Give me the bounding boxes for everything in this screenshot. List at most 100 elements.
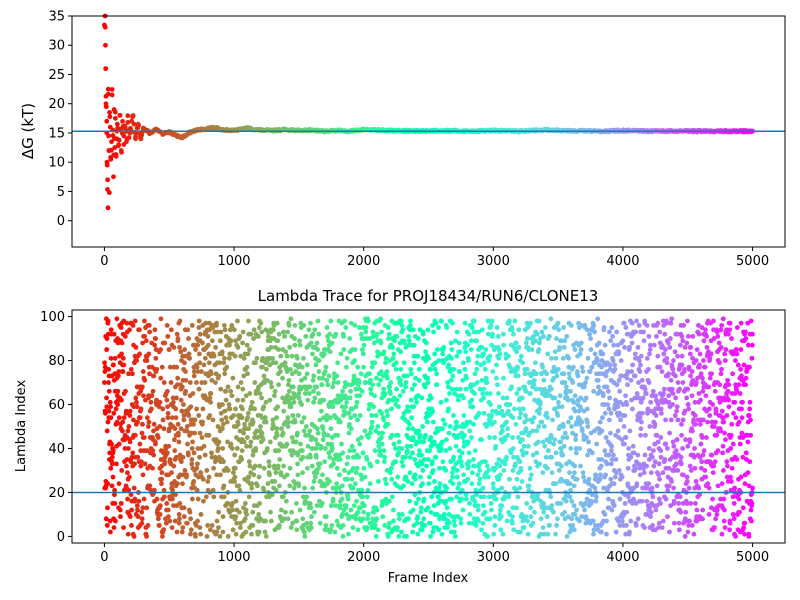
lambda-point — [513, 340, 519, 346]
lambda-point — [302, 534, 308, 539]
lambda-point — [592, 485, 598, 491]
lambda-point — [523, 413, 528, 418]
x-tick-label: 1000 — [217, 254, 250, 269]
lambda-point — [248, 404, 254, 410]
lambda-point — [730, 512, 736, 517]
lambda-point — [309, 514, 314, 520]
lambda-point — [316, 391, 321, 396]
lambda-point — [225, 439, 230, 445]
lambda-point — [188, 404, 194, 410]
lambda-point — [447, 391, 452, 396]
lambda-point — [211, 465, 217, 471]
lambda-point — [327, 454, 333, 460]
lambda-point — [378, 340, 384, 346]
lambda-point — [341, 468, 347, 473]
lambda-point — [417, 474, 423, 480]
lambda-point — [602, 448, 608, 454]
lambda-point — [361, 364, 366, 370]
lambda-point — [370, 329, 376, 335]
lambda-point — [494, 362, 499, 368]
lambda-point — [269, 492, 275, 498]
lambda-point — [281, 329, 286, 335]
lambda-point — [746, 534, 752, 539]
lambda-point — [308, 525, 314, 531]
lambda-point — [352, 347, 358, 352]
lambda-point — [158, 316, 164, 322]
lambda-point — [511, 331, 516, 337]
lambda-point — [473, 523, 479, 528]
lambda-point — [611, 481, 617, 487]
lambda-point — [249, 399, 255, 405]
lambda-point — [713, 408, 719, 414]
lambda-point — [350, 406, 355, 412]
lambda-point — [541, 501, 546, 506]
lambda-point — [211, 494, 217, 500]
lambda-point — [405, 426, 411, 432]
lambda-point — [143, 338, 149, 344]
lambda-point — [480, 520, 486, 526]
lambda-point — [448, 377, 454, 383]
lambda-point — [487, 435, 492, 440]
lambda-point — [438, 399, 444, 405]
lambda-point — [635, 452, 641, 458]
lambda-point — [613, 529, 619, 535]
lambda-point — [666, 393, 672, 399]
lambda-point — [674, 437, 680, 443]
lambda-point — [280, 494, 286, 500]
lambda-point — [702, 468, 708, 473]
lambda-point — [129, 523, 134, 528]
lambda-point — [153, 336, 159, 341]
lambda-point — [323, 446, 328, 451]
lambda-point — [739, 430, 745, 436]
lambda-point — [476, 410, 482, 416]
lambda-point — [287, 465, 293, 471]
lambda-point — [254, 483, 260, 489]
lambda-point — [312, 395, 318, 401]
lambda-point — [660, 518, 666, 524]
lambda-point — [149, 393, 155, 399]
lambda-point — [294, 501, 299, 506]
lambda-point — [194, 364, 200, 370]
lambda-point — [459, 496, 464, 502]
lambda-point — [630, 362, 636, 368]
lambda-point — [325, 432, 331, 438]
x-tick-label: 2000 — [347, 254, 380, 269]
lambda-point — [555, 516, 560, 522]
lambda-point — [531, 382, 537, 388]
lambda-point — [389, 432, 395, 438]
lambda-point — [119, 340, 125, 346]
lambda-point — [545, 415, 551, 421]
lambda-point — [293, 439, 299, 445]
lambda-point — [273, 470, 279, 476]
lambda-point — [253, 446, 259, 451]
lambda-point — [301, 415, 307, 421]
lambda-point — [176, 432, 181, 438]
lambda-point — [579, 419, 585, 425]
lambda-point — [468, 347, 474, 352]
lambda-point — [400, 512, 405, 517]
lambda-point — [344, 476, 350, 482]
deltaG-point — [173, 132, 179, 138]
lambda-point — [184, 472, 190, 478]
lambda-point — [135, 419, 141, 425]
lambda-point — [141, 435, 147, 440]
lambda-point — [324, 325, 330, 330]
lambda-point — [219, 426, 225, 432]
lambda-point — [730, 494, 736, 500]
lambda-point — [300, 470, 305, 476]
lambda-point — [443, 437, 449, 443]
lambda-point — [307, 384, 313, 390]
lambda-point — [475, 503, 481, 509]
lambda-point — [743, 450, 749, 456]
lambda-point — [531, 415, 537, 421]
lambda-point — [663, 417, 668, 423]
lambda-point — [641, 329, 646, 335]
lambda-point — [474, 366, 480, 372]
lambda-point — [108, 529, 113, 535]
lambda-point — [125, 446, 131, 451]
lambda-point — [268, 344, 274, 350]
lambda-point — [634, 391, 640, 396]
lambda-point — [181, 402, 186, 407]
lambda-point — [134, 399, 139, 405]
